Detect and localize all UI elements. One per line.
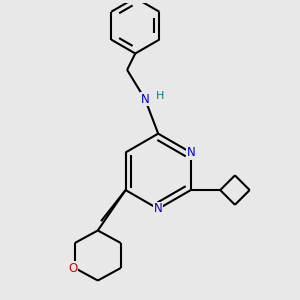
Text: N: N — [154, 202, 163, 215]
Text: H: H — [156, 91, 164, 101]
Text: O: O — [69, 262, 78, 275]
Text: N: N — [186, 146, 195, 159]
Text: N: N — [141, 93, 149, 106]
